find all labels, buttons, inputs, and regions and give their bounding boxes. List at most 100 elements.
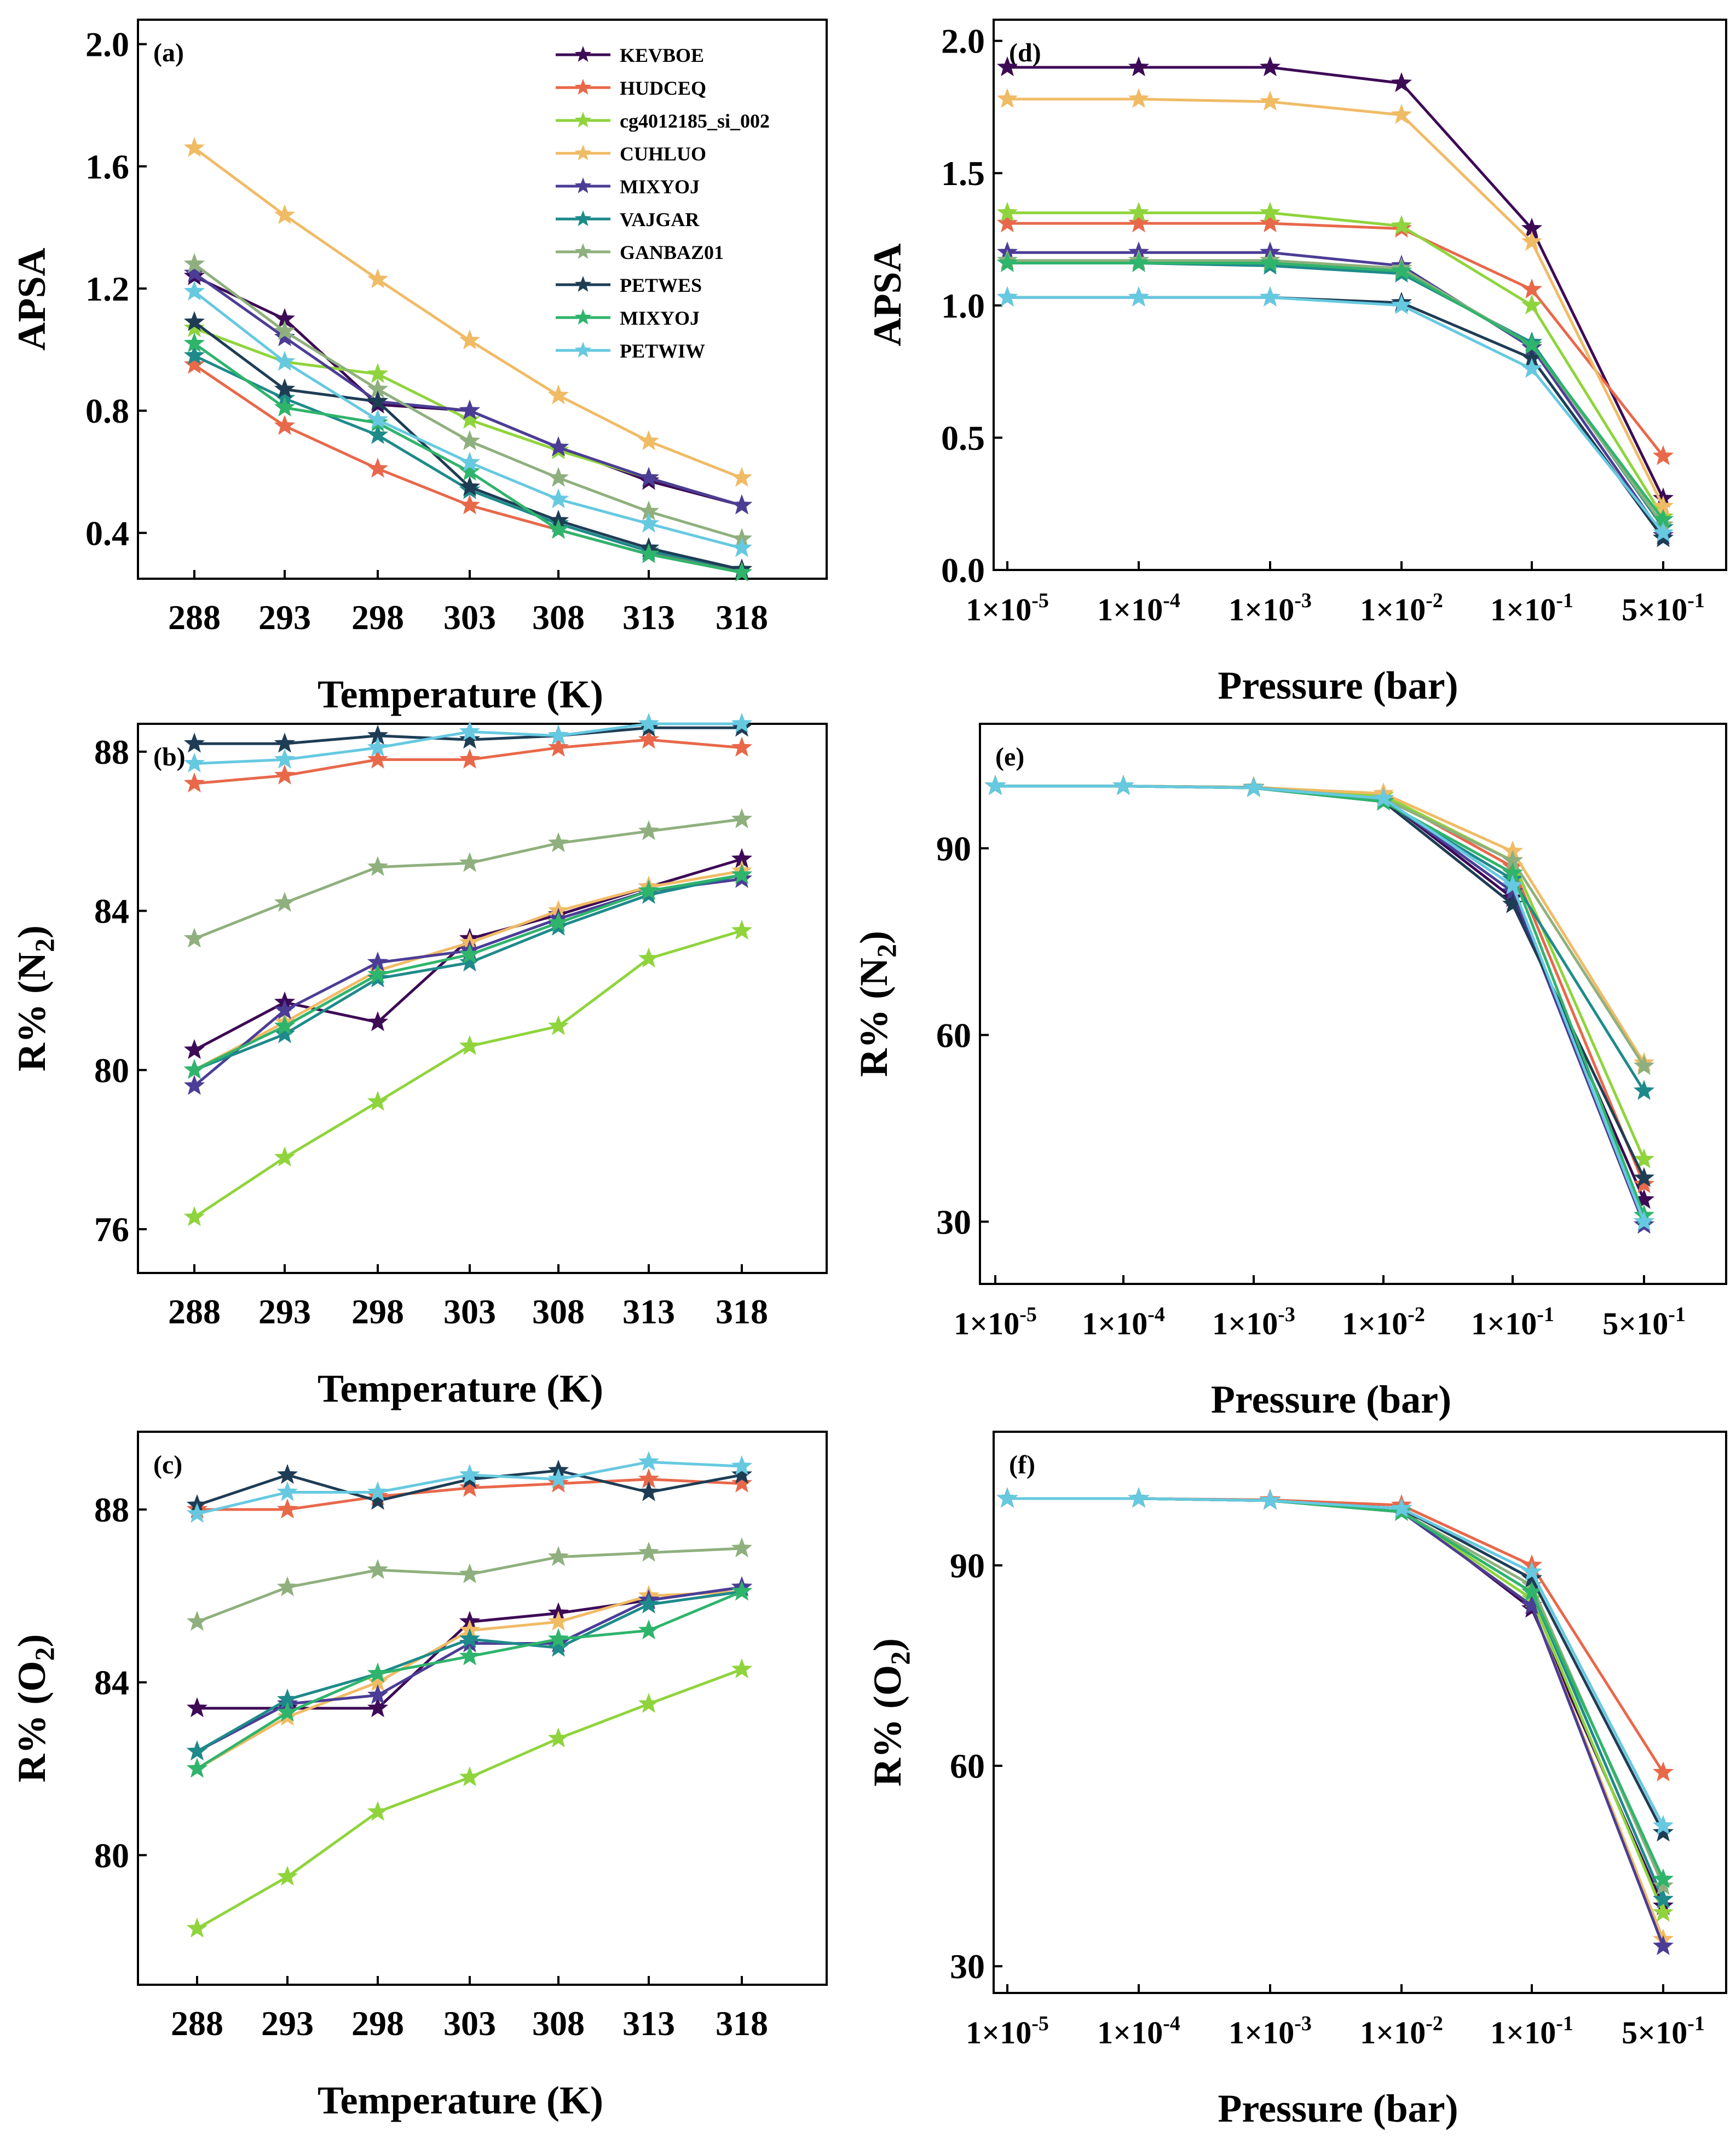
data-point bbox=[459, 1766, 481, 1787]
data-point bbox=[1633, 1173, 1655, 1194]
data-point bbox=[547, 832, 569, 852]
data-point bbox=[731, 808, 753, 828]
series-petwiw bbox=[186, 1451, 753, 1523]
data-point bbox=[274, 999, 296, 1019]
data-point bbox=[186, 1758, 208, 1778]
panel-tag: (c) bbox=[153, 1450, 182, 1479]
series-hudceq bbox=[996, 1487, 1674, 1782]
data-point bbox=[367, 856, 389, 876]
data-point bbox=[1128, 212, 1150, 233]
panel-b: 76 80 84 88 288 293 298 303 308 313 318 Temperature… bbox=[10, 712, 828, 1410]
series-line bbox=[193, 929, 742, 1219]
data-point bbox=[1652, 1761, 1674, 1782]
x-tick-label: 1×10-4 bbox=[1097, 2012, 1180, 2050]
data-point bbox=[547, 1727, 569, 1748]
data-point bbox=[1521, 358, 1543, 378]
y-tick-label: 0.8 bbox=[85, 391, 129, 430]
data-point bbox=[1391, 260, 1412, 280]
data-point bbox=[731, 494, 753, 515]
data-point bbox=[183, 733, 205, 753]
series-kevboe bbox=[996, 56, 1674, 508]
x-tick-label: 313 bbox=[622, 2004, 675, 2043]
data-point bbox=[367, 1559, 389, 1579]
y-axis-title: R% (N2) bbox=[852, 931, 902, 1077]
data-point bbox=[186, 1611, 208, 1631]
x-tick-label: 1×10-3 bbox=[1229, 2012, 1312, 2050]
x-axis-title: Pressure (bar) bbox=[1218, 664, 1458, 707]
data-point bbox=[274, 320, 296, 341]
series-line bbox=[995, 785, 1646, 1225]
data-point bbox=[274, 204, 296, 224]
data-point bbox=[996, 252, 1018, 272]
data-point bbox=[459, 430, 481, 451]
data-point bbox=[731, 736, 753, 757]
legend-label: VAJGAR bbox=[620, 209, 700, 231]
data-point bbox=[731, 712, 753, 733]
panel-d: 0.0 0.5 1.0 1.5 2.0 1×10-5 1×10-4 1×10-3 1×10-2 1… bbox=[866, 19, 1727, 707]
data-point bbox=[1259, 212, 1281, 233]
data-point bbox=[1259, 56, 1281, 77]
data-point bbox=[367, 363, 389, 383]
data-point bbox=[276, 1865, 298, 1886]
data-point bbox=[1652, 1888, 1674, 1909]
series-line bbox=[1007, 251, 1665, 537]
x-tick-label: 288 bbox=[171, 2004, 223, 2043]
data-point bbox=[1633, 1211, 1655, 1231]
data-point bbox=[547, 1611, 569, 1631]
data-point bbox=[459, 329, 481, 350]
data-point bbox=[183, 332, 205, 353]
x-tick-label: 288 bbox=[168, 1292, 221, 1331]
data-point bbox=[731, 1658, 753, 1679]
series-mixyoj bbox=[183, 864, 753, 1079]
data-point bbox=[186, 1740, 208, 1761]
series-cg4012185_si_002 bbox=[186, 1658, 753, 1938]
series-mixyoj bbox=[186, 1576, 753, 1761]
x-tick-label: 293 bbox=[258, 1292, 311, 1331]
y-tick-label: 0.5 bbox=[941, 418, 985, 457]
data-point bbox=[1243, 776, 1265, 797]
data-point bbox=[367, 1091, 389, 1111]
data-point bbox=[459, 460, 481, 481]
series-line bbox=[1007, 1497, 1665, 1940]
legend-item: PETWES bbox=[556, 274, 702, 296]
series-petwiw bbox=[996, 286, 1674, 542]
data-point bbox=[547, 912, 569, 932]
legend-item: MIXYOJ bbox=[556, 176, 700, 198]
data-point bbox=[1259, 286, 1281, 307]
data-point bbox=[638, 1481, 660, 1501]
data-point bbox=[731, 919, 753, 940]
legend-label: CUHLUO bbox=[620, 143, 706, 165]
data-point bbox=[731, 561, 753, 582]
data-point bbox=[276, 1576, 298, 1597]
x-tick-label: 1×10-4 bbox=[1082, 1303, 1165, 1341]
series-line bbox=[1007, 222, 1664, 457]
data-point bbox=[547, 1546, 569, 1566]
x-tick-label: 1×10-1 bbox=[1490, 2012, 1573, 2050]
x-tick-label: 308 bbox=[532, 1292, 585, 1331]
x-tick-label: 1×10-3 bbox=[1212, 1303, 1295, 1341]
data-point bbox=[274, 891, 296, 912]
data-point bbox=[183, 311, 205, 331]
data-point bbox=[1128, 1487, 1150, 1508]
x-tick-label: 1×10-1 bbox=[1490, 589, 1573, 627]
data-point bbox=[367, 1011, 389, 1032]
data-point bbox=[367, 963, 389, 984]
x-tick-label: 303 bbox=[443, 598, 496, 637]
y-tick-label: 60 bbox=[936, 1016, 971, 1055]
data-point bbox=[1652, 1821, 1674, 1842]
legend-label: HUDCEQ bbox=[620, 77, 706, 99]
data-point bbox=[1521, 334, 1543, 354]
legend-marker bbox=[574, 112, 592, 128]
y-tick-label: 0.4 bbox=[85, 514, 129, 552]
y-tick-label: 1.6 bbox=[85, 147, 129, 186]
series-mixyoj bbox=[996, 1487, 1674, 1955]
data-point bbox=[186, 1917, 208, 1938]
data-point bbox=[1633, 1055, 1655, 1075]
series-mixyoj bbox=[984, 775, 1655, 1225]
series-ganbaz01 bbox=[186, 1537, 753, 1631]
data-point bbox=[367, 1697, 389, 1718]
legend-marker bbox=[574, 342, 592, 358]
data-point bbox=[274, 414, 296, 435]
x-tick-label: 313 bbox=[622, 598, 675, 637]
y-tick-label: 0.0 bbox=[941, 551, 985, 590]
